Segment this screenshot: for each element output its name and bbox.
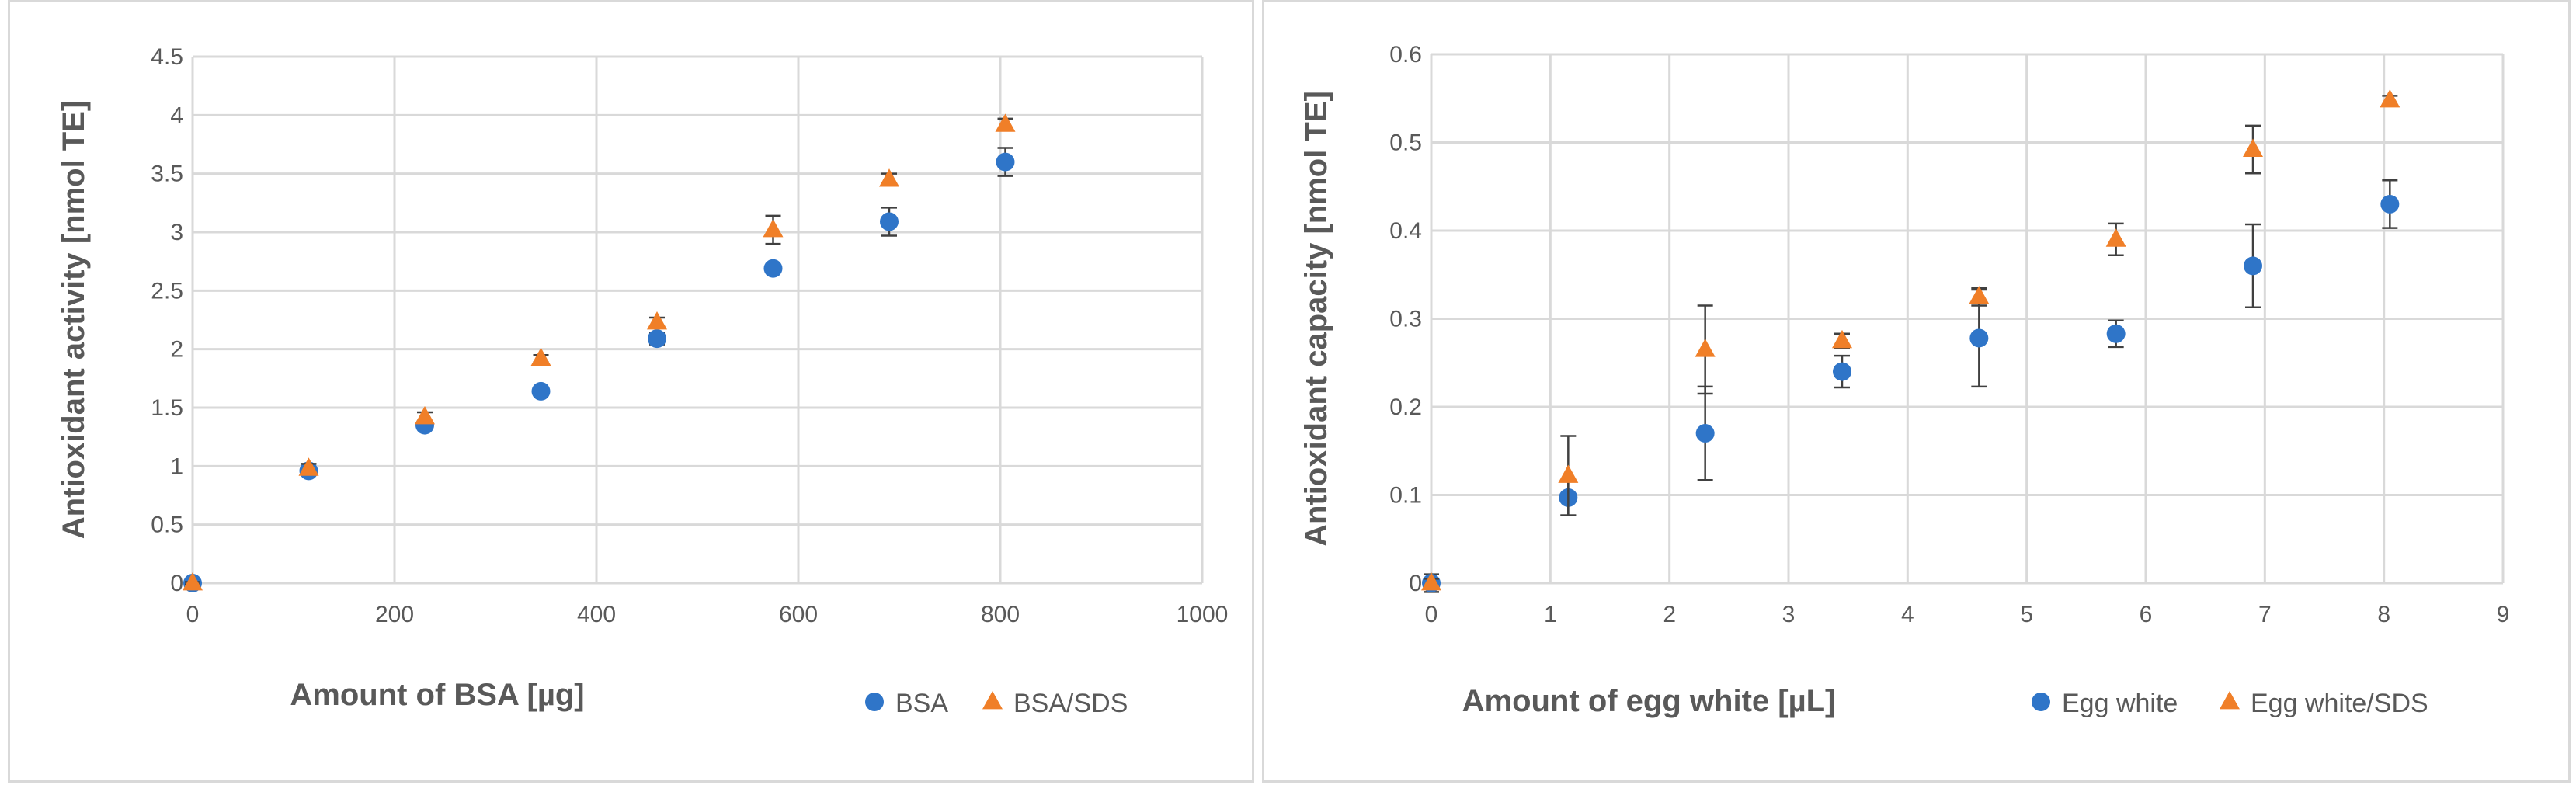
y-tick-label: 4.5 [151, 44, 183, 70]
x-axis-title: Amount of egg white [µL] [1462, 684, 1836, 718]
legend-label-bsa: BSA [895, 689, 948, 718]
bsa-chart: 0 0.5 1 1.5 2 2.5 3 3.5 4 4.5 0 200 400 600 800 1000 Ant… [57, 44, 1229, 718]
x-tick-label: 5 [2020, 602, 2033, 627]
y-tick-label: 2 [170, 337, 183, 363]
data-point-egg-white-sds [2380, 89, 2400, 108]
data-point-bsa [648, 329, 666, 349]
y-tick-label: 0.1 [1389, 483, 1422, 509]
y-tick-label: 0.4 [1389, 218, 1422, 244]
x-tick-label: 800 [981, 602, 1020, 627]
y-tick-label: 0 [170, 571, 183, 596]
series-bsa-sds [183, 113, 1016, 591]
legend-marker-bsa [865, 693, 884, 711]
legend-marker-egg-white-sds [2220, 690, 2240, 710]
data-point-bsa-sds [415, 406, 435, 425]
chart-panel-egg-white: 0 0.1 0.2 0.3 0.4 0.5 0.6 0 1 2 3 4 5 6 7 8 9 Antioxidant… [1262, 0, 2571, 783]
data-point-bsa-sds [995, 113, 1016, 132]
x-tick-label: 0 [186, 602, 200, 627]
x-tick-label: 6 [2140, 602, 2153, 627]
chart-panel-bsa: 0 0.5 1 1.5 2 2.5 3 3.5 4 4.5 0 200 400 600 800 1000 Ant… [8, 0, 1254, 783]
y-tick-label: 3 [170, 220, 183, 245]
x-tick-label: 1 [1544, 602, 1557, 627]
data-point-bsa-sds [530, 347, 551, 366]
data-point-bsa-sds [763, 218, 784, 238]
legend-marker-egg-white [2032, 693, 2050, 711]
data-point-egg-white-sds [1421, 571, 1441, 591]
y-tick-label: 4 [170, 102, 183, 128]
x-tick-label: 400 [577, 602, 616, 627]
data-point-egg-white [1695, 424, 1715, 443]
legend-label-bsa-sds: BSA/SDS [1013, 689, 1128, 718]
series-egg-white [1422, 179, 2400, 593]
data-point-egg-white [2106, 324, 2126, 343]
y-axis-title: Antioxidant activity [nmol TE] [57, 101, 91, 539]
y-tick-label: 0.6 [1389, 42, 1422, 68]
y-tick-label: 0 [1409, 571, 1422, 596]
data-point-bsa [531, 381, 551, 401]
series-egg-white-sds [1421, 89, 2400, 591]
y-axis-title: Antioxidant capacity [nmol TE] [1299, 91, 1333, 547]
data-point-bsa-sds [879, 168, 899, 187]
y-tick-label: 3.5 [151, 162, 183, 187]
data-point-bsa [763, 259, 783, 278]
legend-label-egg-white-sds: Egg white/SDS [2251, 689, 2428, 718]
data-point-bsa [996, 152, 1015, 172]
x-tick-label: 200 [375, 602, 414, 627]
x-tick-label: 7 [2258, 602, 2272, 627]
y-tick-label: 1.5 [151, 395, 183, 421]
x-tick-label: 2 [1663, 602, 1676, 627]
data-point-bsa-sds [298, 457, 319, 476]
data-point-egg-white-sds [1558, 464, 1579, 483]
data-point-egg-white-sds [1695, 339, 1716, 357]
data-point-bsa-sds [647, 311, 667, 330]
data-point-egg-white [2244, 256, 2262, 276]
y-tick-label: 0.2 [1389, 394, 1422, 420]
x-tick-label: 1000 [1177, 602, 1229, 627]
legend-label-egg-white: Egg white [2062, 689, 2178, 718]
data-point-bsa [880, 212, 899, 231]
x-tick-label: 0 [1425, 602, 1438, 627]
y-tick-label: 1 [170, 453, 183, 479]
legend-marker-bsa-sds [982, 690, 1003, 710]
data-point-egg-white-sds [2243, 138, 2263, 157]
x-tick-label: 3 [1782, 602, 1796, 627]
y-tick-label: 0.5 [151, 512, 183, 538]
data-point-egg-white-sds [2105, 228, 2126, 247]
data-point-egg-white [1969, 328, 1989, 348]
data-point-egg-white [1833, 362, 1851, 381]
data-point-egg-white [2380, 194, 2400, 214]
data-point-egg-white-sds [1969, 286, 1990, 304]
y-tick-label: 0.3 [1389, 307, 1422, 332]
egg-white-chart: 0 0.1 0.2 0.3 0.4 0.5 0.6 0 1 2 3 4 5 6 7 8 9 Antioxidant… [1299, 42, 2510, 718]
data-point-egg-white-sds [1832, 329, 1852, 349]
y-tick-label: 0.5 [1389, 130, 1422, 156]
data-point-bsa-sds [183, 571, 203, 591]
y-tick-label: 2.5 [151, 278, 183, 304]
x-tick-label: 600 [779, 602, 818, 627]
x-tick-label: 4 [1901, 602, 1914, 627]
x-tick-label: 9 [2497, 602, 2510, 627]
x-tick-label: 8 [2377, 602, 2390, 627]
x-axis-title: Amount of BSA [µg] [290, 678, 584, 712]
